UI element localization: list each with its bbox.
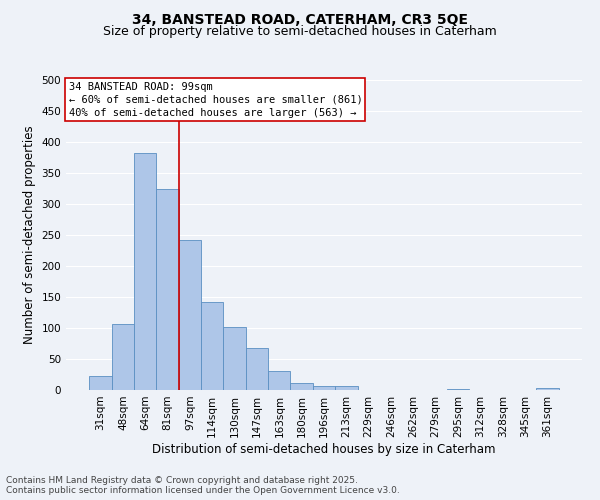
Bar bbox=[157, 188, 179, 390]
Text: 34 BANSTEAD ROAD: 99sqm
← 60% of semi-detached houses are smaller (861)
40% of s: 34 BANSTEAD ROAD: 99sqm ← 60% of semi-de… bbox=[68, 82, 362, 118]
Bar bbox=[134, 153, 157, 390]
Y-axis label: Number of semi-detached properties: Number of semi-detached properties bbox=[23, 126, 36, 344]
Bar bbox=[313, 386, 335, 390]
Text: Contains HM Land Registry data © Crown copyright and database right 2025.
Contai: Contains HM Land Registry data © Crown c… bbox=[6, 476, 400, 495]
Text: Size of property relative to semi-detached houses in Caterham: Size of property relative to semi-detach… bbox=[103, 25, 497, 38]
Bar bbox=[246, 348, 268, 390]
Bar bbox=[112, 324, 134, 390]
Bar bbox=[268, 372, 290, 390]
Text: 34, BANSTEAD ROAD, CATERHAM, CR3 5QE: 34, BANSTEAD ROAD, CATERHAM, CR3 5QE bbox=[132, 12, 468, 26]
Bar bbox=[335, 386, 358, 390]
Bar bbox=[290, 383, 313, 390]
X-axis label: Distribution of semi-detached houses by size in Caterham: Distribution of semi-detached houses by … bbox=[152, 442, 496, 456]
Bar bbox=[536, 388, 559, 390]
Bar bbox=[447, 389, 469, 390]
Bar bbox=[179, 240, 201, 390]
Bar bbox=[223, 328, 246, 390]
Bar bbox=[201, 302, 223, 390]
Bar bbox=[89, 376, 112, 390]
